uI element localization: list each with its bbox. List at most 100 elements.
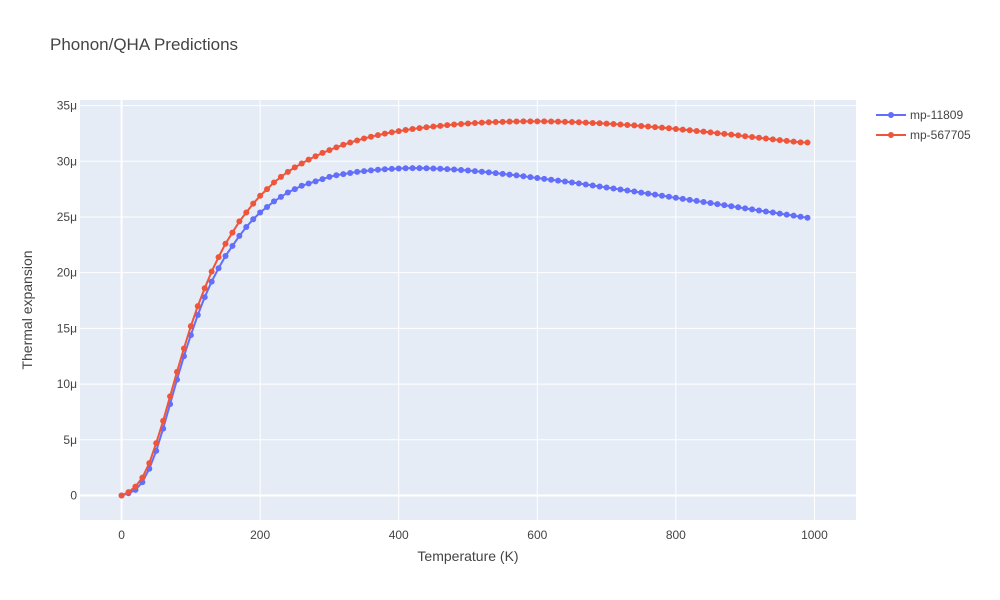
data-point[interactable] bbox=[201, 294, 208, 301]
data-point[interactable] bbox=[534, 174, 541, 181]
data-point[interactable] bbox=[478, 168, 485, 175]
data-point[interactable] bbox=[153, 440, 160, 447]
data-point[interactable] bbox=[520, 118, 527, 125]
data-point[interactable] bbox=[756, 134, 762, 141]
data-point[interactable] bbox=[513, 172, 520, 179]
data-point[interactable] bbox=[229, 229, 236, 236]
data-point[interactable] bbox=[451, 166, 458, 173]
data-point[interactable] bbox=[354, 137, 361, 144]
data-point[interactable] bbox=[257, 209, 264, 216]
series-layer[interactable] bbox=[118, 118, 811, 499]
data-point[interactable] bbox=[804, 214, 811, 221]
data-point[interactable] bbox=[243, 209, 250, 216]
data-point[interactable] bbox=[665, 193, 672, 200]
data-point[interactable] bbox=[333, 144, 340, 151]
data-point[interactable] bbox=[575, 119, 582, 126]
data-point[interactable] bbox=[264, 186, 271, 193]
data-point[interactable] bbox=[555, 177, 562, 184]
data-point[interactable] bbox=[541, 118, 548, 125]
data-point[interactable] bbox=[416, 125, 423, 132]
data-point[interactable] bbox=[679, 126, 686, 133]
data-point[interactable] bbox=[381, 130, 388, 137]
data-point[interactable] bbox=[388, 165, 395, 172]
data-point[interactable] bbox=[575, 180, 582, 187]
data-point[interactable] bbox=[208, 268, 215, 275]
data-point[interactable] bbox=[146, 460, 153, 467]
data-point[interactable] bbox=[471, 120, 478, 127]
data-point[interactable] bbox=[305, 180, 312, 187]
data-point[interactable] bbox=[714, 201, 721, 208]
data-point[interactable] bbox=[562, 178, 568, 185]
data-point[interactable] bbox=[527, 174, 534, 181]
data-point[interactable] bbox=[749, 133, 756, 140]
data-point[interactable] bbox=[409, 165, 416, 172]
data-point[interactable] bbox=[769, 136, 776, 143]
data-point[interactable] bbox=[354, 168, 361, 175]
data-point[interactable] bbox=[368, 133, 374, 140]
data-point[interactable] bbox=[118, 492, 125, 499]
data-point[interactable] bbox=[804, 139, 811, 146]
data-point[interactable] bbox=[132, 483, 139, 490]
data-point[interactable] bbox=[707, 200, 714, 207]
data-point[interactable] bbox=[243, 224, 250, 230]
data-point[interactable] bbox=[520, 173, 527, 180]
data-point[interactable] bbox=[180, 345, 187, 352]
data-point[interactable] bbox=[333, 172, 340, 179]
data-point[interactable] bbox=[506, 171, 513, 178]
data-point[interactable] bbox=[610, 185, 617, 192]
data-point[interactable] bbox=[451, 121, 458, 128]
data-point[interactable] bbox=[236, 232, 243, 239]
data-point[interactable] bbox=[312, 153, 319, 160]
data-point[interactable] bbox=[485, 119, 492, 126]
data-point[interactable] bbox=[631, 122, 638, 129]
data-point[interactable] bbox=[291, 186, 298, 193]
data-point[interactable] bbox=[797, 213, 804, 220]
data-point[interactable] bbox=[277, 173, 284, 180]
data-point[interactable] bbox=[277, 193, 284, 200]
data-point[interactable] bbox=[548, 118, 555, 125]
data-point[interactable] bbox=[374, 132, 381, 139]
data-point[interactable] bbox=[395, 128, 402, 135]
legend-item[interactable]: mp-567705 bbox=[876, 128, 971, 142]
data-point[interactable] bbox=[582, 181, 589, 188]
data-point[interactable] bbox=[645, 190, 652, 197]
data-point[interactable] bbox=[402, 165, 409, 172]
data-point[interactable] bbox=[686, 127, 693, 134]
data-point[interactable] bbox=[229, 242, 236, 249]
data-point[interactable] bbox=[499, 118, 506, 125]
data-point[interactable] bbox=[458, 120, 465, 127]
data-point[interactable] bbox=[347, 169, 354, 176]
data-point[interactable] bbox=[617, 186, 624, 193]
data-point[interactable] bbox=[319, 176, 326, 183]
data-point[interactable] bbox=[742, 133, 749, 140]
data-point[interactable] bbox=[665, 125, 672, 132]
data-point[interactable] bbox=[707, 129, 714, 136]
data-point[interactable] bbox=[492, 170, 499, 177]
data-point[interactable] bbox=[298, 182, 305, 189]
data-point[interactable] bbox=[326, 147, 333, 154]
data-point[interactable] bbox=[797, 139, 804, 146]
data-point[interactable] bbox=[610, 121, 617, 128]
data-point[interactable] bbox=[257, 192, 264, 199]
data-point[interactable] bbox=[672, 125, 679, 132]
data-point[interactable] bbox=[686, 196, 693, 203]
data-point[interactable] bbox=[465, 167, 471, 174]
data-point[interactable] bbox=[361, 135, 368, 142]
data-point[interactable] bbox=[589, 119, 596, 126]
data-point[interactable] bbox=[395, 165, 402, 172]
data-point[interactable] bbox=[208, 278, 215, 285]
data-point[interactable] bbox=[603, 184, 610, 191]
data-point[interactable] bbox=[534, 118, 541, 125]
data-point[interactable] bbox=[624, 187, 631, 194]
data-point[interactable] bbox=[596, 183, 603, 190]
data-point[interactable] bbox=[762, 135, 769, 142]
data-point[interactable] bbox=[776, 137, 783, 144]
data-point[interactable] bbox=[194, 312, 201, 319]
data-point[interactable] bbox=[499, 170, 506, 177]
legend[interactable]: mp-11809 mp-567705 bbox=[876, 108, 971, 142]
data-point[interactable] bbox=[284, 168, 291, 175]
data-point[interactable] bbox=[679, 195, 686, 202]
data-point[interactable] bbox=[471, 168, 478, 175]
data-point[interactable] bbox=[402, 126, 409, 133]
data-point[interactable] bbox=[139, 474, 146, 481]
